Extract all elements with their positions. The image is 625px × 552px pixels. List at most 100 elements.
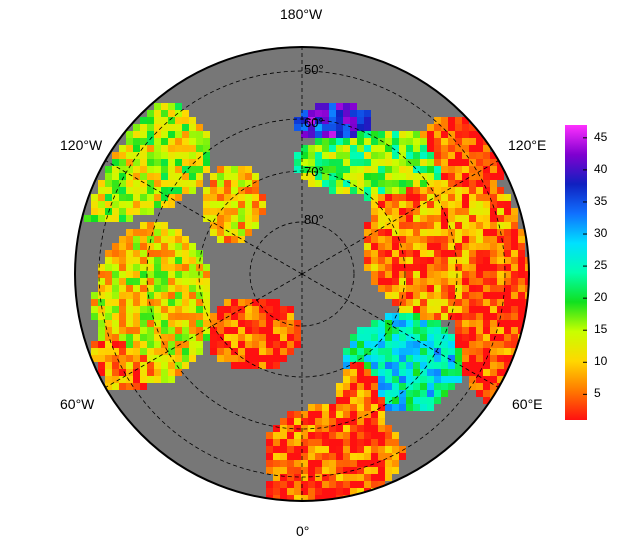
data-cell — [259, 348, 266, 355]
data-cell — [105, 215, 112, 222]
data-cell — [133, 138, 140, 145]
data-cell — [371, 131, 378, 138]
data-cell — [350, 404, 357, 411]
data-cell — [189, 180, 196, 187]
data-cell — [350, 166, 357, 173]
data-cell — [189, 124, 196, 131]
data-cell — [119, 306, 126, 313]
data-cell — [133, 306, 140, 313]
data-cell — [343, 152, 350, 159]
data-cell — [203, 138, 210, 145]
data-cell — [238, 355, 245, 362]
data-cell — [231, 334, 238, 341]
data-cell — [336, 180, 343, 187]
data-cell — [427, 131, 434, 138]
data-cell — [168, 264, 175, 271]
data-cell — [448, 215, 455, 222]
data-cell — [140, 334, 147, 341]
data-cell — [406, 390, 413, 397]
data-cell — [154, 236, 161, 243]
data-cell — [378, 180, 385, 187]
data-cell — [238, 334, 245, 341]
data-cell — [133, 362, 140, 369]
data-cell — [385, 446, 392, 453]
data-cell — [364, 383, 371, 390]
data-cell — [168, 334, 175, 341]
data-cell — [119, 159, 126, 166]
data-cell — [385, 243, 392, 250]
data-cell — [378, 159, 385, 166]
data-cell — [497, 201, 504, 208]
data-cell — [189, 320, 196, 327]
data-cell — [175, 117, 182, 124]
data-cell — [126, 285, 133, 292]
data-cell — [420, 383, 427, 390]
data-cell — [147, 257, 154, 264]
data-cell — [217, 236, 224, 243]
data-cell — [483, 334, 490, 341]
data-cell — [476, 292, 483, 299]
data-cell — [168, 103, 175, 110]
data-cell — [406, 285, 413, 292]
data-cell — [455, 152, 462, 159]
data-cell — [385, 432, 392, 439]
data-cell — [378, 173, 385, 180]
data-cell — [392, 432, 399, 439]
data-cell — [105, 166, 112, 173]
data-cell — [98, 306, 105, 313]
data-cell — [343, 180, 350, 187]
data-cell — [350, 432, 357, 439]
data-cell — [469, 292, 476, 299]
data-cell — [413, 348, 420, 355]
data-cell — [252, 313, 259, 320]
data-cell — [497, 306, 504, 313]
data-cell — [392, 236, 399, 243]
data-cell — [497, 341, 504, 348]
data-cell — [147, 194, 154, 201]
data-cell — [518, 264, 525, 271]
data-cell — [210, 222, 217, 229]
data-cell — [441, 390, 448, 397]
data-cell — [385, 341, 392, 348]
data-cell — [315, 110, 322, 117]
data-cell — [413, 243, 420, 250]
data-cell — [112, 348, 119, 355]
data-cell — [476, 236, 483, 243]
data-cell — [350, 446, 357, 453]
data-cell — [119, 320, 126, 327]
data-cell — [483, 369, 490, 376]
data-cell — [266, 453, 273, 460]
data-cell — [189, 166, 196, 173]
data-cell — [399, 180, 406, 187]
data-cell — [126, 383, 133, 390]
data-cell — [245, 229, 252, 236]
data-cell — [140, 355, 147, 362]
data-cell — [189, 138, 196, 145]
data-cell — [490, 159, 497, 166]
data-cell — [476, 187, 483, 194]
data-cell — [462, 222, 469, 229]
data-cell — [126, 180, 133, 187]
data-cell — [196, 271, 203, 278]
data-cell — [287, 327, 294, 334]
data-cell — [385, 292, 392, 299]
data-cell — [98, 369, 105, 376]
data-cell — [140, 320, 147, 327]
data-cell — [483, 313, 490, 320]
data-cell — [357, 166, 364, 173]
data-cell — [217, 348, 224, 355]
data-cell — [133, 299, 140, 306]
data-cell — [196, 334, 203, 341]
data-cell — [497, 222, 504, 229]
data-cell — [413, 166, 420, 173]
data-cell — [203, 166, 210, 173]
data-cell — [182, 173, 189, 180]
data-cell — [357, 138, 364, 145]
data-cell — [133, 236, 140, 243]
data-cell — [371, 173, 378, 180]
data-cell — [147, 376, 154, 383]
data-cell — [175, 348, 182, 355]
data-cell — [406, 348, 413, 355]
data-cell — [126, 173, 133, 180]
data-cell — [322, 467, 329, 474]
